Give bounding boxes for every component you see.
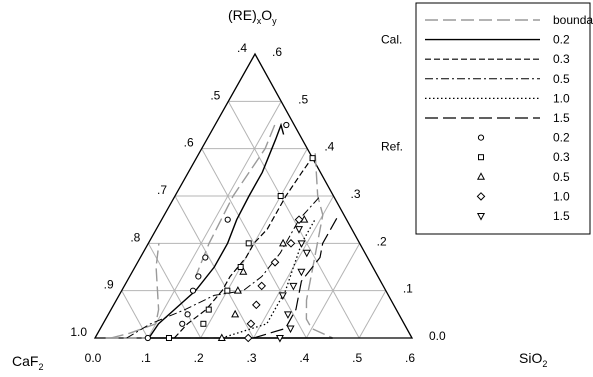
- diamond-marker: [246, 319, 256, 329]
- chart-markers: [144, 121, 316, 343]
- left-tick-label: .7: [157, 183, 167, 197]
- square-marker: [165, 335, 172, 341]
- invtriangle-marker: [275, 335, 284, 343]
- bottom-tick-label: .3: [246, 351, 256, 365]
- square-marker: [205, 306, 212, 313]
- circle-marker: [283, 121, 290, 129]
- square-marker: [224, 287, 231, 294]
- grid-line: [147, 101, 282, 339]
- triangle-marker: [239, 267, 248, 275]
- bottom-tick-label: .5: [352, 351, 362, 365]
- legend-group-label: Cal.: [381, 33, 402, 47]
- grid-line: [201, 148, 307, 339]
- diamond-marker: [252, 300, 261, 310]
- left-tick-label: .4: [237, 41, 247, 55]
- left-tick-label: .5: [210, 88, 220, 102]
- curve-dash: [173, 153, 316, 339]
- legend-label: 0.3: [553, 150, 570, 164]
- diamond-marker: [294, 215, 304, 224]
- legend-label: 0.2: [553, 33, 570, 47]
- vertex-label-right: SiO2: [519, 350, 547, 369]
- bottom-tick-label: .4: [299, 351, 309, 365]
- chart-grid: [121, 100, 387, 339]
- chart-curves: [105, 122, 340, 339]
- circle-marker: [184, 311, 191, 318]
- invtriangle-marker: [297, 240, 306, 248]
- right-tick-label: .6: [272, 45, 282, 59]
- circle-marker: [224, 216, 231, 223]
- legend-group-label: Ref.: [381, 140, 403, 154]
- legend-label: 1.5: [553, 209, 570, 223]
- bottom-tick-label: .6: [405, 351, 415, 365]
- triangle-marker: [233, 286, 242, 294]
- square-marker: [277, 193, 284, 199]
- legend-circle-marker: [477, 134, 485, 141]
- invtriangle-marker: [278, 292, 287, 300]
- diamond-marker: [286, 239, 296, 248]
- right-tick-label: .1: [403, 282, 413, 296]
- invtriangle-marker: [297, 268, 306, 277]
- vertex-label-left: CaF2: [12, 353, 43, 372]
- legend-label: boundary: [553, 13, 593, 27]
- square-marker: [309, 155, 316, 162]
- invtriangle-marker: [294, 226, 304, 234]
- square-marker: [245, 240, 252, 247]
- left-tick-label: 1.0: [70, 325, 87, 339]
- grid-line: [358, 290, 387, 339]
- legend-triangle-marker: [476, 172, 486, 180]
- bottom-tick-label: 0.0: [85, 351, 102, 365]
- circle-marker: [202, 254, 209, 261]
- grid-line: [227, 101, 360, 339]
- circle-marker: [189, 287, 197, 294]
- left-tick-label: .9: [104, 278, 114, 292]
- invtriangle-marker: [289, 282, 298, 291]
- legend-label: 0.3: [553, 52, 570, 66]
- legend: boundary 0.2 Cal. 0.3 0.5 1.0 1.5 0.2 Ref. 0.3 0.5…: [381, 2, 593, 235]
- curve-solid: [148, 122, 285, 339]
- bottom-tick-label: .1: [141, 351, 151, 365]
- grid-line: [121, 290, 149, 339]
- curve-boundary: [110, 243, 160, 339]
- legend-label: 1.0: [553, 91, 570, 105]
- triangle-marker: [231, 309, 240, 318]
- legend-label: 0.5: [553, 170, 570, 184]
- square-marker: [237, 264, 244, 270]
- legend-diamond-marker: [476, 192, 486, 201]
- legend-label: 1.5: [553, 111, 570, 125]
- right-tick-label: .4: [324, 140, 334, 154]
- diamond-marker: [257, 281, 267, 291]
- right-tick-label: 0.0: [429, 329, 446, 343]
- grid-line: [253, 195, 334, 339]
- legend-label: 1.0: [553, 189, 570, 203]
- right-tick-label: .3: [351, 187, 361, 201]
- right-tick-label: .5: [298, 92, 308, 106]
- square-marker: [200, 320, 207, 327]
- circle-marker: [144, 334, 151, 342]
- legend-square-marker: [478, 154, 484, 161]
- triangle-marker: [217, 333, 226, 341]
- curve-dot: [221, 219, 316, 339]
- left-tick-label: .6: [184, 136, 194, 150]
- bottom-tick-label: .2: [194, 351, 204, 365]
- vertex-label-top: (RE)xOy: [228, 7, 277, 26]
- triangle-marker: [279, 238, 288, 247]
- left-tick-label: .8: [130, 230, 140, 244]
- curve-boundary: [195, 124, 276, 277]
- legend-label: 0.5: [553, 72, 570, 86]
- curve-longdash: [253, 214, 340, 339]
- invtriangle-marker: [302, 249, 311, 258]
- right-tick-label: .2: [377, 234, 387, 248]
- legend-invtriangle-marker: [476, 213, 486, 221]
- diamond-marker: [270, 257, 280, 267]
- invtriangle-marker: [283, 311, 292, 319]
- invtriangle-marker: [286, 325, 295, 334]
- tick-labels: 0.0 .1 .2 .3 .4 .5 .6 1.0 .9 .8 .7 .6 .5 .4 0.0 .1 .2 .3.…: [70, 41, 446, 365]
- circle-marker: [179, 320, 186, 327]
- diamond-marker: [243, 333, 253, 343]
- circle-marker: [195, 273, 202, 280]
- legend-label: 0.2: [553, 131, 570, 145]
- curve-boundary: [305, 153, 334, 339]
